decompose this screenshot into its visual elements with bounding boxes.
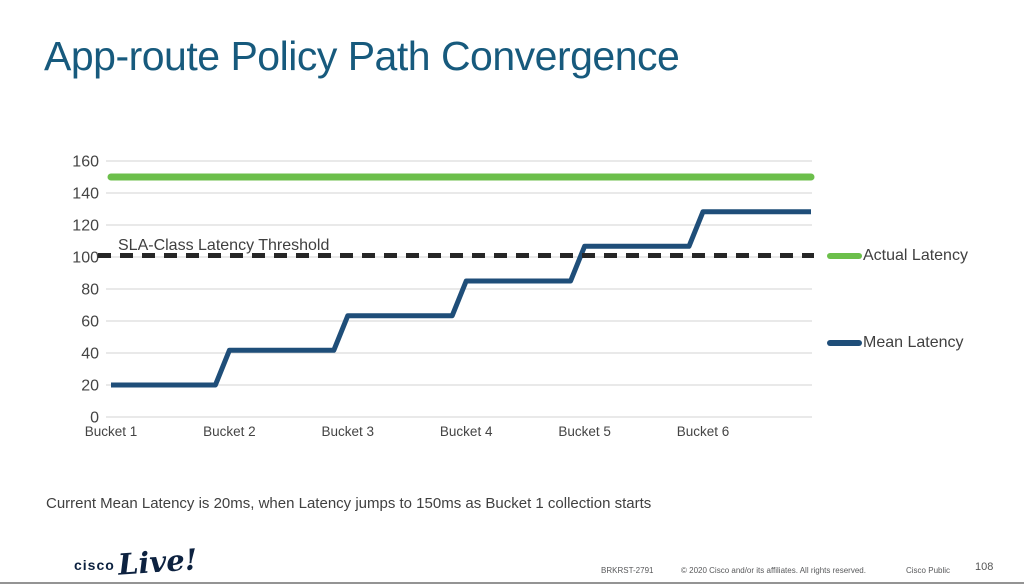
sla-threshold-label: SLA-Class Latency Threshold bbox=[118, 237, 330, 254]
legend-label-mean: Mean Latency bbox=[863, 334, 964, 351]
y-tick-label: 80 bbox=[81, 282, 99, 299]
classification-label: Cisco Public bbox=[906, 566, 951, 575]
x-axis-label: Bucket 5 bbox=[558, 424, 611, 439]
x-axis-label: Bucket 1 bbox=[85, 424, 138, 439]
y-tick-label: 40 bbox=[81, 346, 99, 363]
copyright-notice: © 2020 Cisco and/or its affiliates. All … bbox=[681, 566, 866, 575]
y-tick-label: 100 bbox=[72, 250, 99, 267]
legend-item-mean-latency: Mean Latency bbox=[827, 334, 964, 352]
legend-item-actual-latency: Actual Latency bbox=[827, 247, 968, 265]
y-tick-label: 160 bbox=[72, 154, 99, 171]
x-axis-label: Bucket 4 bbox=[440, 424, 493, 439]
page-number: 108 bbox=[975, 561, 994, 573]
cisco-live-logo: cisco Live! bbox=[74, 537, 199, 582]
slide-caption: Current Mean Latency is 20ms, when Laten… bbox=[46, 495, 652, 512]
y-tick-label: 60 bbox=[81, 314, 99, 331]
y-tick-label: 140 bbox=[72, 186, 99, 203]
live-logo-text: Live! bbox=[116, 542, 199, 582]
slide-bottom-edge bbox=[0, 582, 1024, 584]
actual-latency-swatch bbox=[827, 253, 862, 259]
y-tick-label: 120 bbox=[72, 218, 99, 235]
cisco-logo-text: cisco bbox=[74, 557, 115, 573]
slide-title: App-route Policy Path Convergence bbox=[44, 33, 680, 80]
x-axis-label: Bucket 3 bbox=[322, 424, 375, 439]
y-tick-label: 20 bbox=[81, 378, 99, 395]
session-id: BRKRST-2791 bbox=[601, 566, 654, 575]
legend-label-actual: Actual Latency bbox=[863, 247, 968, 264]
x-axis-label: Bucket 6 bbox=[677, 424, 730, 439]
mean-latency-swatch bbox=[827, 340, 862, 346]
y-tick-label: 0 bbox=[90, 410, 99, 427]
x-axis-label: Bucket 2 bbox=[203, 424, 256, 439]
